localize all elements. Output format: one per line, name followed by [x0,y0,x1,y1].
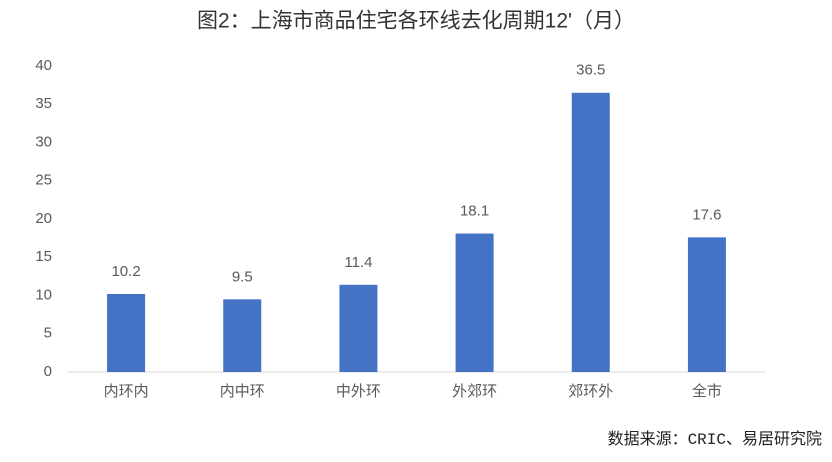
data-label: 18.1 [460,203,489,220]
y-tick-label: 5 [44,325,52,342]
x-tick-label: 内环内 [104,383,149,400]
y-tick-label: 10 [35,286,52,303]
data-label: 9.5 [232,268,253,285]
x-tick-label: 内中环 [220,383,265,400]
y-tick-label: 20 [35,210,52,227]
bar [223,299,262,372]
data-label: 11.4 [344,254,372,271]
bar [455,233,494,372]
bar [339,284,378,372]
y-tick-label: 25 [35,172,52,189]
data-label: 17.6 [692,206,721,223]
x-tick-label: 中外环 [336,383,381,400]
chart-title: 图2：上海市商品住宅各环线去化周期12'（月） [197,10,635,33]
y-tick-label: 30 [35,133,52,150]
y-tick-label: 15 [35,248,52,265]
x-tick-label: 全市 [692,382,722,400]
x-tick-label: 外郊环 [452,383,497,400]
y-tick-label: 35 [35,95,52,112]
source-note: 数据来源：CRIC、易居研究院 [608,430,822,449]
y-tick-label: 40 [35,57,52,74]
bar [571,92,610,373]
y-tick-label: 0 [44,363,52,380]
x-tick-label: 郊环外 [568,383,613,400]
bar [107,293,146,372]
bar [687,237,726,372]
data-label: 10.2 [111,263,140,280]
data-label: 36.5 [576,62,605,79]
